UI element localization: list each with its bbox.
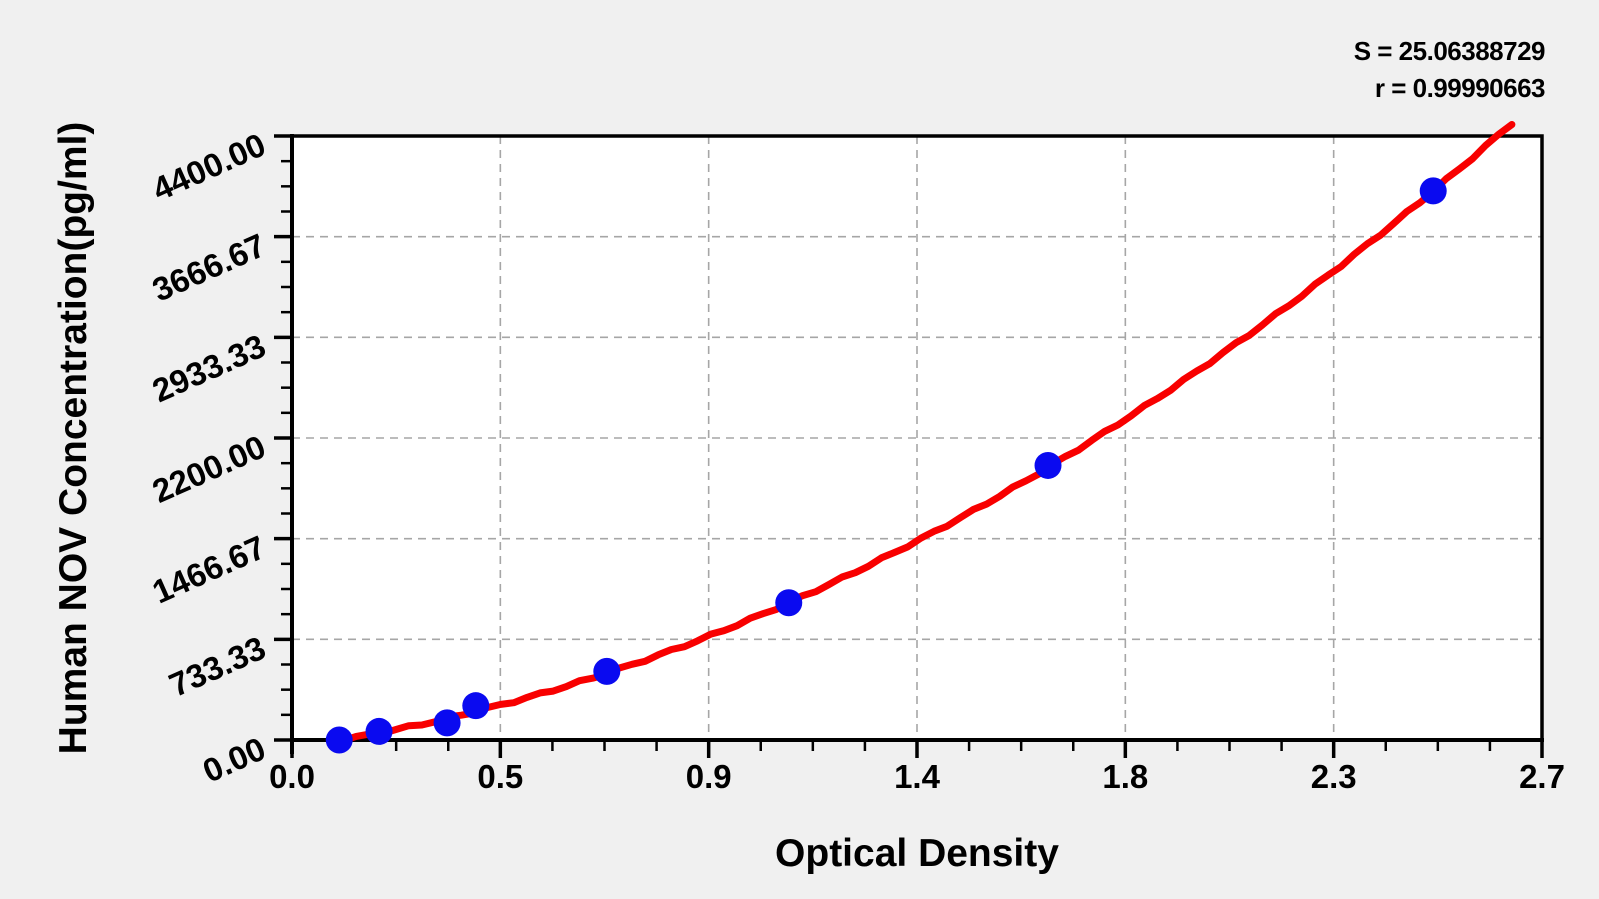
- x-tick-label: 0.0: [269, 758, 315, 795]
- y-tick-label: 2933.33: [147, 327, 271, 409]
- data-point: [433, 709, 461, 737]
- data-point: [1419, 177, 1447, 205]
- y-tick-label: 0.00: [197, 730, 271, 790]
- y-tick-label: 2200.00: [147, 428, 271, 510]
- x-tick-label: 2.3: [1311, 758, 1357, 795]
- y-tick-label: 4400.00: [147, 126, 271, 208]
- y-tick-label: 733.33: [164, 629, 271, 704]
- stat-r-value: r = 0.99990663: [1375, 73, 1545, 103]
- x-tick-label: 0.5: [477, 758, 523, 795]
- data-point: [593, 657, 621, 685]
- x-tick-label: 1.4: [894, 758, 941, 795]
- data-point: [365, 717, 393, 745]
- plot-layers: 0.0 0.5 0.9 1.4 1.8 2.3 2.7 0.00 733.33 1466.67 22…: [147, 126, 1565, 795]
- data-point: [775, 589, 803, 617]
- data-point: [325, 726, 353, 754]
- x-tick-label: 0.9: [686, 758, 732, 795]
- data-point: [1034, 451, 1062, 479]
- data-point: [462, 692, 490, 720]
- stat-s-value: S = 25.06388729: [1354, 36, 1545, 66]
- x-axis-title: Optical Density: [775, 832, 1059, 875]
- data-layers: [325, 121, 1516, 754]
- x-tick-label: 1.8: [1102, 758, 1148, 795]
- fit-curve: [326, 121, 1516, 746]
- x-tick-label: 2.7: [1519, 758, 1565, 795]
- y-tick-label: 3666.67: [147, 226, 271, 308]
- y-tick-label: 1466.67: [147, 528, 271, 610]
- y-axis-title: Human NOV Concentration(pg/ml): [52, 122, 95, 755]
